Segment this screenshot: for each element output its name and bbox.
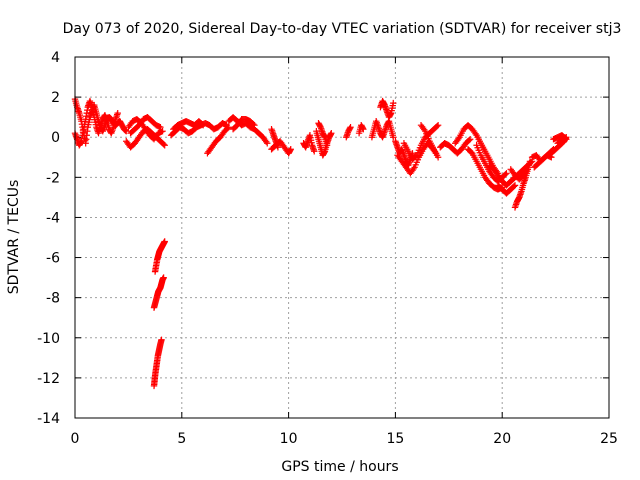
y-tick-label: 0 bbox=[51, 130, 60, 146]
data-point bbox=[251, 121, 258, 129]
data-point bbox=[323, 142, 331, 149]
y-tick-label: 2 bbox=[51, 90, 60, 106]
x-tick-label: 25 bbox=[600, 431, 618, 447]
data-point bbox=[466, 136, 474, 143]
data-point bbox=[563, 136, 570, 143]
data-point bbox=[274, 144, 282, 151]
data-point bbox=[554, 140, 561, 147]
data-point bbox=[224, 124, 231, 132]
plot-frame bbox=[74, 56, 610, 419]
data-point bbox=[510, 183, 518, 190]
y-tick-label: -14 bbox=[37, 411, 60, 427]
y-tick-labels: 4 2 0 -2 -4 -6 -8 -10 -12 -14 bbox=[37, 50, 60, 427]
data-point bbox=[114, 109, 121, 117]
data-point bbox=[225, 123, 232, 131]
data-point bbox=[264, 140, 271, 147]
data-point bbox=[311, 148, 318, 155]
x-axis-title: GPS time / hours bbox=[281, 459, 398, 475]
x-tick-label: 5 bbox=[177, 431, 186, 447]
chart-title: Day 073 of 2020, Sidereal Day-to-day VTE… bbox=[63, 21, 622, 37]
data-point bbox=[472, 130, 479, 137]
data-point bbox=[434, 154, 442, 161]
data-point bbox=[390, 134, 397, 141]
data-point bbox=[287, 146, 294, 153]
data-point bbox=[262, 138, 270, 145]
data-point bbox=[421, 126, 428, 133]
y-tick-label: -10 bbox=[37, 331, 60, 347]
data-point bbox=[360, 126, 367, 133]
data-point bbox=[159, 128, 166, 135]
data-point bbox=[502, 171, 509, 178]
data-point bbox=[199, 121, 207, 129]
y-tick-label: -4 bbox=[46, 210, 60, 226]
x-tick-label: 10 bbox=[280, 431, 298, 447]
data-point bbox=[465, 137, 473, 144]
y-tick-label: 4 bbox=[51, 50, 60, 66]
data-point bbox=[328, 130, 335, 137]
y-tick-label: -12 bbox=[37, 371, 60, 387]
data-point bbox=[410, 165, 417, 173]
data-point bbox=[503, 170, 510, 177]
x-tick-label: 0 bbox=[71, 431, 80, 447]
data-point bbox=[562, 135, 569, 142]
data-point bbox=[158, 336, 165, 343]
data-point bbox=[511, 182, 519, 189]
x-tick-labels: 0 5 10 15 20 25 bbox=[71, 431, 618, 447]
data-point bbox=[526, 158, 534, 165]
data-point bbox=[198, 120, 206, 128]
data-point bbox=[433, 122, 441, 130]
data-point bbox=[250, 120, 257, 128]
data-point bbox=[347, 123, 354, 131]
y-tick-label: -8 bbox=[46, 291, 60, 307]
x-tick-label: 15 bbox=[386, 431, 404, 447]
data-point bbox=[434, 121, 442, 129]
data-point bbox=[123, 128, 130, 135]
data-point bbox=[412, 153, 419, 160]
data-point bbox=[160, 141, 167, 148]
data-point bbox=[390, 99, 397, 107]
data-point bbox=[161, 238, 168, 245]
data-point bbox=[161, 142, 168, 149]
data-point bbox=[157, 123, 164, 131]
gridlines bbox=[75, 57, 609, 418]
data-point bbox=[160, 274, 167, 281]
data-point bbox=[555, 139, 563, 146]
y-tick-label: -6 bbox=[46, 251, 60, 267]
y-tick-label: -2 bbox=[46, 170, 60, 186]
y-axis-title: SDTVAR / TECUs bbox=[6, 180, 22, 295]
data-points bbox=[71, 95, 570, 390]
x-tick-label: 20 bbox=[493, 431, 511, 447]
data-point bbox=[455, 135, 462, 142]
